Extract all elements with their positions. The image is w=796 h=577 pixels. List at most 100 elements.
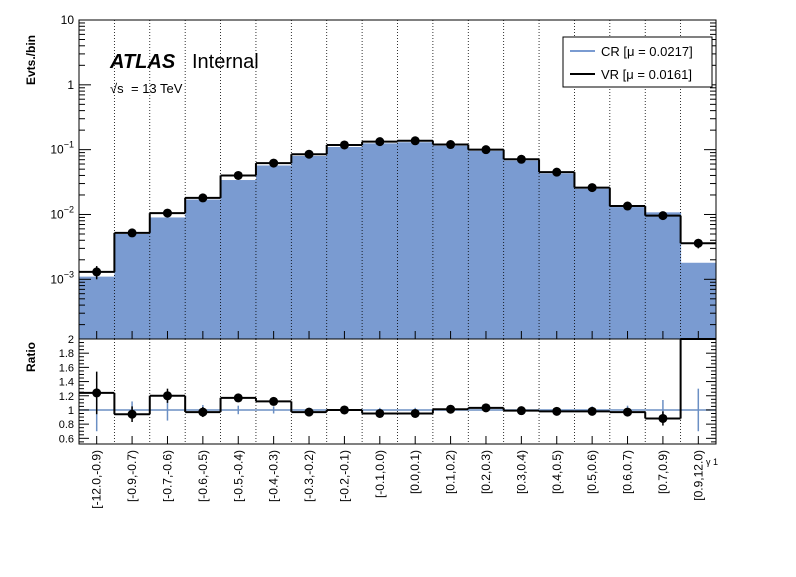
cr-bar — [503, 160, 540, 339]
ratio-y-tick-label: 1 — [68, 405, 74, 417]
ratio-data-point — [269, 396, 279, 406]
cr-bar — [185, 199, 222, 339]
vr-data-point — [481, 145, 491, 155]
x-tick-label: [-0.7,-0.6) — [160, 450, 174, 502]
x-tick-label: [-0.9,-0.7) — [125, 450, 139, 502]
cr-bar — [645, 212, 682, 339]
vr-data-point — [339, 140, 349, 150]
energy-label: = 13 TeV — [131, 81, 183, 96]
cr-bar — [432, 145, 469, 339]
atlas-status-label: Internal — [192, 51, 259, 73]
vr-data-point — [198, 193, 208, 203]
ratio-data-point — [516, 406, 526, 416]
ratio-data-point — [233, 393, 243, 403]
x-tick-label: [-0.4,-0.3) — [267, 450, 281, 502]
ratio-data-point — [162, 391, 172, 401]
main-y-tick-label: 10−3 — [50, 269, 74, 286]
x-tick-label: [-0.3,-0.2) — [302, 450, 316, 502]
vr-data-point — [552, 167, 562, 177]
ratio-panel: 0.6 0.8 1 1.2 1.4 1.6 1.8 2 [-12.0,-0.9) [-0.9,-0… — [59, 334, 717, 509]
main-y-tick-label: 1 — [67, 78, 74, 92]
ratio-y-tick-label: 0.6 — [59, 433, 74, 445]
cr-bar — [220, 180, 257, 339]
main-y-tick-label: 10 — [61, 13, 75, 27]
vr-data-point — [269, 158, 279, 168]
vr-data-point — [693, 238, 703, 248]
ratio-data-point — [552, 406, 562, 416]
vr-data-point — [658, 211, 668, 221]
vr-data-point — [587, 183, 597, 193]
x-tick-label: [0.2,0.3) — [479, 450, 493, 494]
vr-data-point — [233, 170, 243, 180]
ratio-data-point — [623, 407, 633, 417]
ratio-data-point — [587, 406, 597, 416]
vr-data-point — [623, 201, 633, 211]
vr-data-point — [446, 140, 456, 150]
vr-data-point — [410, 136, 420, 146]
cr-bar — [609, 207, 646, 339]
main-y-axis-label: Evts./bin — [24, 35, 38, 85]
cr-bar — [291, 155, 328, 339]
vr-data-point — [375, 137, 385, 147]
legend-label-cr: CR [μ = 0.0217] — [601, 44, 693, 59]
energy-sqrt-label: √s — [110, 81, 124, 96]
ratio-data-point — [339, 405, 349, 415]
x-tick-label: [-0.1,0.0) — [373, 450, 387, 498]
ratio-data-point — [304, 407, 314, 417]
cr-bar — [79, 276, 115, 339]
legend: CR [μ = 0.0217] VR [μ = 0.0161] — [562, 36, 713, 88]
ratio-data-point — [658, 413, 668, 423]
legend-label-vr: VR [μ = 0.0161] — [601, 67, 692, 82]
vr-data-point — [127, 228, 137, 238]
cr-bar — [255, 165, 292, 339]
x-tick-label: [-0.2,-0.1) — [337, 450, 351, 502]
cr-bar — [326, 146, 363, 339]
vr-data-point — [516, 154, 526, 164]
ratio-y-tick-label: 1.4 — [59, 377, 74, 389]
atlas-label: ATLAS — [109, 51, 176, 73]
x-tick-label: [-0.5,-0.4) — [231, 450, 245, 502]
vr-data-point — [92, 267, 102, 277]
x-tick-label: [-0.6,-0.5) — [196, 450, 210, 502]
ratio-y-tick-label: 0.8 — [59, 419, 74, 431]
x-tick-label: [0.5,0.6) — [585, 450, 599, 494]
main-y-tick-label: 10−1 — [50, 140, 74, 157]
ratio-data-point — [92, 388, 102, 398]
ratio-data-point — [481, 403, 491, 413]
x-tick-label: [0.6,0.7) — [621, 450, 635, 494]
x-tick-label: [0.0,0.1) — [408, 450, 422, 494]
ratio-data-point — [375, 408, 385, 418]
vr-data-point — [162, 208, 172, 218]
ratio-data-point — [446, 404, 456, 414]
cr-bar — [680, 262, 717, 339]
cr-bar — [574, 188, 611, 339]
cr-bar — [362, 143, 398, 339]
ratio-y-tick-label: 1.6 — [59, 362, 74, 374]
x-tick-label: [0.9,12.0) — [691, 450, 705, 501]
x-tick-label: [-12.0,-0.9) — [90, 450, 104, 509]
ratio-data-point — [410, 408, 420, 418]
cr-bar — [468, 150, 505, 339]
ratio-y-tick-label: 1.8 — [59, 348, 74, 360]
x-tick-label: [0.3,0.4) — [514, 450, 528, 494]
x-axis-label: γ 1 — [706, 457, 718, 467]
cr-bar — [149, 217, 186, 339]
cr-bar — [539, 173, 575, 339]
ratio-y-tick-label: 1.2 — [59, 391, 74, 403]
cr-bar — [114, 233, 151, 339]
ratio-data-point — [198, 407, 208, 417]
ratio-data-point — [127, 409, 137, 419]
main-panel: 10−3 10−2 10−1 1 10 — [50, 13, 717, 340]
ratio-y-axis-label: Ratio — [24, 342, 38, 372]
ratio-plot-frame — [78, 338, 717, 445]
x-tick-label: [0.1,0.2) — [444, 450, 458, 494]
legend-box — [562, 36, 713, 88]
ratio-y-tick-label: 2 — [68, 334, 74, 346]
vr-data-point — [304, 149, 314, 159]
cr-bar — [397, 142, 434, 339]
x-tick-label: [0.7,0.9) — [656, 450, 670, 494]
x-tick-label: [0.4,0.5) — [550, 450, 564, 494]
main-y-tick-label: 10−2 — [50, 204, 74, 221]
